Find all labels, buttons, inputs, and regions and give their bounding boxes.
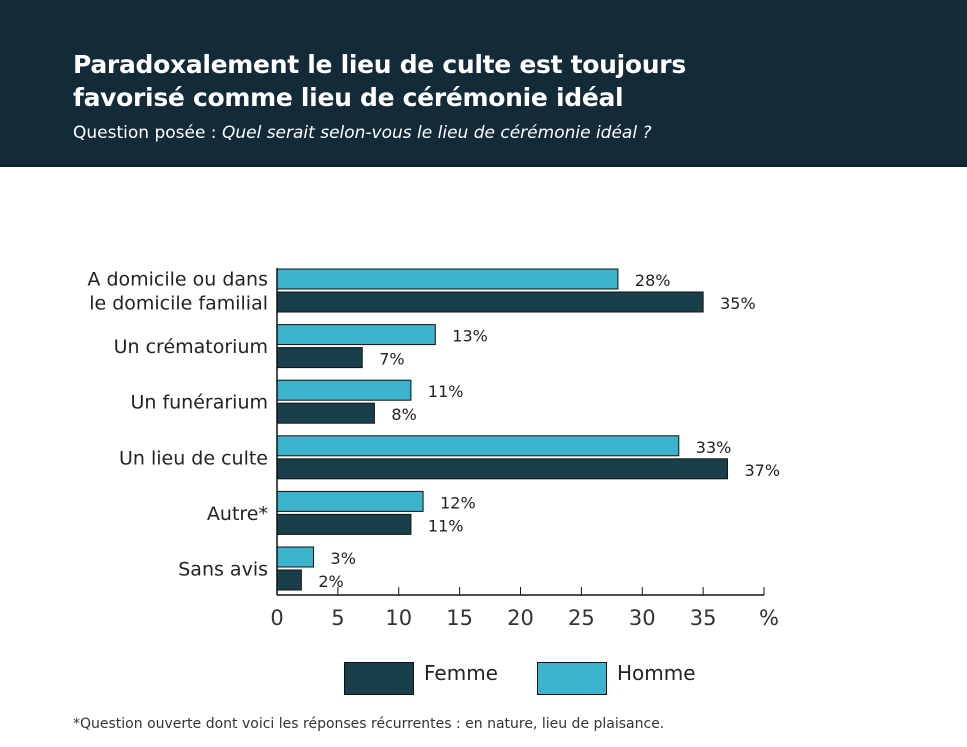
legend-item-femme: Femme <box>344 660 498 695</box>
x-tick-label: 30 <box>629 606 656 630</box>
bar-femme <box>276 569 302 591</box>
data-label-homme: 33% <box>696 438 732 457</box>
bar-femme <box>276 513 412 535</box>
question-text: Quel serait selon-vous le lieu de cérémo… <box>221 123 652 143</box>
category-label: Autre* <box>207 503 268 525</box>
title-line-2: favorisé comme lieu de cérémonie idéal <box>73 83 624 112</box>
title-line-1: Paradoxalement le lieu de culte est touj… <box>73 50 686 79</box>
bar-femme <box>276 402 375 424</box>
legend-label-homme: Homme <box>617 660 696 685</box>
bar-homme <box>276 490 424 512</box>
bar-homme <box>276 546 315 568</box>
bar-homme <box>276 379 412 401</box>
legend-label-femme: Femme <box>424 660 498 685</box>
data-label-femme: 11% <box>428 516 464 535</box>
category-label: Un crématorium <box>114 336 268 358</box>
category-label: A domicile ou dans <box>87 269 268 291</box>
footnote: *Question ouverte dont voici les réponse… <box>73 716 665 732</box>
legend-swatch-femme <box>344 662 414 695</box>
legend-item-homme: Homme <box>537 660 696 695</box>
x-tick-label: 20 <box>507 606 534 630</box>
x-tick-label: 25 <box>568 606 595 630</box>
bar-homme <box>276 268 619 290</box>
x-tick-label: 0 <box>270 606 283 630</box>
subtitle: Question posée : Quel serait selon-vous … <box>73 123 652 143</box>
data-label-femme: 35% <box>720 294 756 313</box>
question-prefix: Question posée : <box>73 123 222 143</box>
x-tick-label: 35 <box>690 606 717 630</box>
data-label-homme: 13% <box>452 327 488 346</box>
bar-homme <box>276 324 436 346</box>
data-label-homme: 3% <box>331 549 356 568</box>
data-label-femme: 7% <box>379 350 404 369</box>
data-label-femme: 2% <box>318 572 343 591</box>
data-label-femme: 37% <box>744 461 780 480</box>
x-unit-label: % <box>759 606 779 630</box>
data-label-femme: 8% <box>391 405 416 424</box>
category-label: Un funérarium <box>130 392 268 414</box>
data-label-homme: 11% <box>428 382 464 401</box>
header: Paradoxalement le lieu de culte est touj… <box>0 0 967 167</box>
category-label: Sans avis <box>178 559 268 581</box>
bar-femme <box>276 291 704 313</box>
page-title: Paradoxalement le lieu de culte est touj… <box>73 48 686 114</box>
bar-femme <box>276 347 363 369</box>
data-label-homme: 12% <box>440 493 476 512</box>
x-tick-label: 5 <box>331 606 344 630</box>
bar-femme <box>276 458 728 480</box>
x-tick-label: 15 <box>446 606 473 630</box>
bar-homme <box>276 435 680 457</box>
legend-swatch-homme <box>537 662 607 695</box>
category-label: Un lieu de culte <box>119 447 268 469</box>
category-label: le domicile familial <box>89 293 268 315</box>
x-tick-label: 10 <box>385 606 412 630</box>
data-label-homme: 28% <box>635 271 671 290</box>
